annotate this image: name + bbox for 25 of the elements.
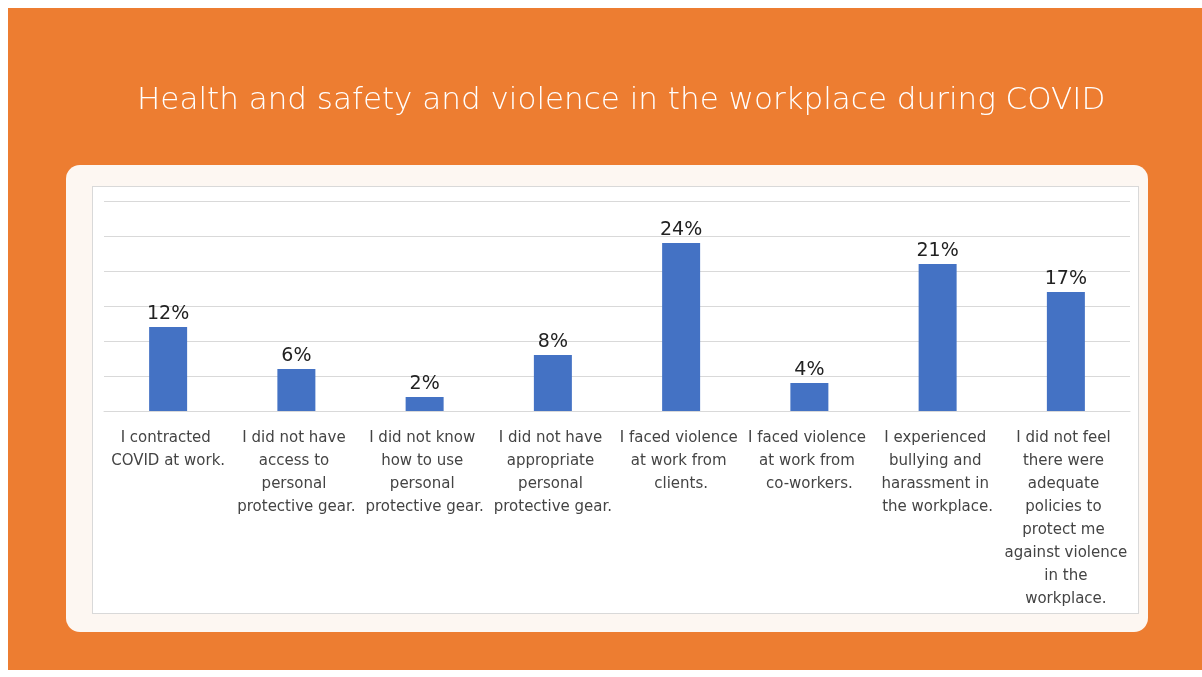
x-tick-label: I did not feel there were adequate policies to protect me against violence in the workplace. xyxy=(1004,427,1128,607)
bar xyxy=(533,355,572,411)
data-label: 2% xyxy=(409,370,440,393)
data-label: 17% xyxy=(1044,265,1087,288)
bar xyxy=(277,369,316,411)
bar xyxy=(662,243,701,411)
x-tick-label: I did not know how to use personal protective gear. xyxy=(365,427,484,515)
data-label: 6% xyxy=(281,342,312,365)
bar xyxy=(149,327,188,411)
bar xyxy=(918,264,957,411)
data-label: 24% xyxy=(660,216,703,239)
bar xyxy=(405,397,444,411)
x-tick-label: I did not have appropriate personal protective gear. xyxy=(493,427,613,515)
data-label: 8% xyxy=(537,328,568,351)
x-tick-label: I faced violence at work from co-workers. xyxy=(747,427,871,492)
x-tick-label: I faced violence at work from clients. xyxy=(619,427,743,492)
data-label: 4% xyxy=(794,356,825,379)
bar xyxy=(790,383,829,411)
data-label: 12% xyxy=(147,300,190,323)
chart-title: Health and safety and violence in the workplace during COVID xyxy=(137,80,1106,116)
x-tick-label: I contracted COVID at work. xyxy=(111,427,226,469)
x-tick-label: I did not have access to personal protective gear. xyxy=(237,427,356,515)
x-tick-label: I experienced bullying and harassment in the workplace. xyxy=(881,427,994,515)
data-label: 21% xyxy=(916,237,959,260)
bar xyxy=(1046,292,1085,411)
